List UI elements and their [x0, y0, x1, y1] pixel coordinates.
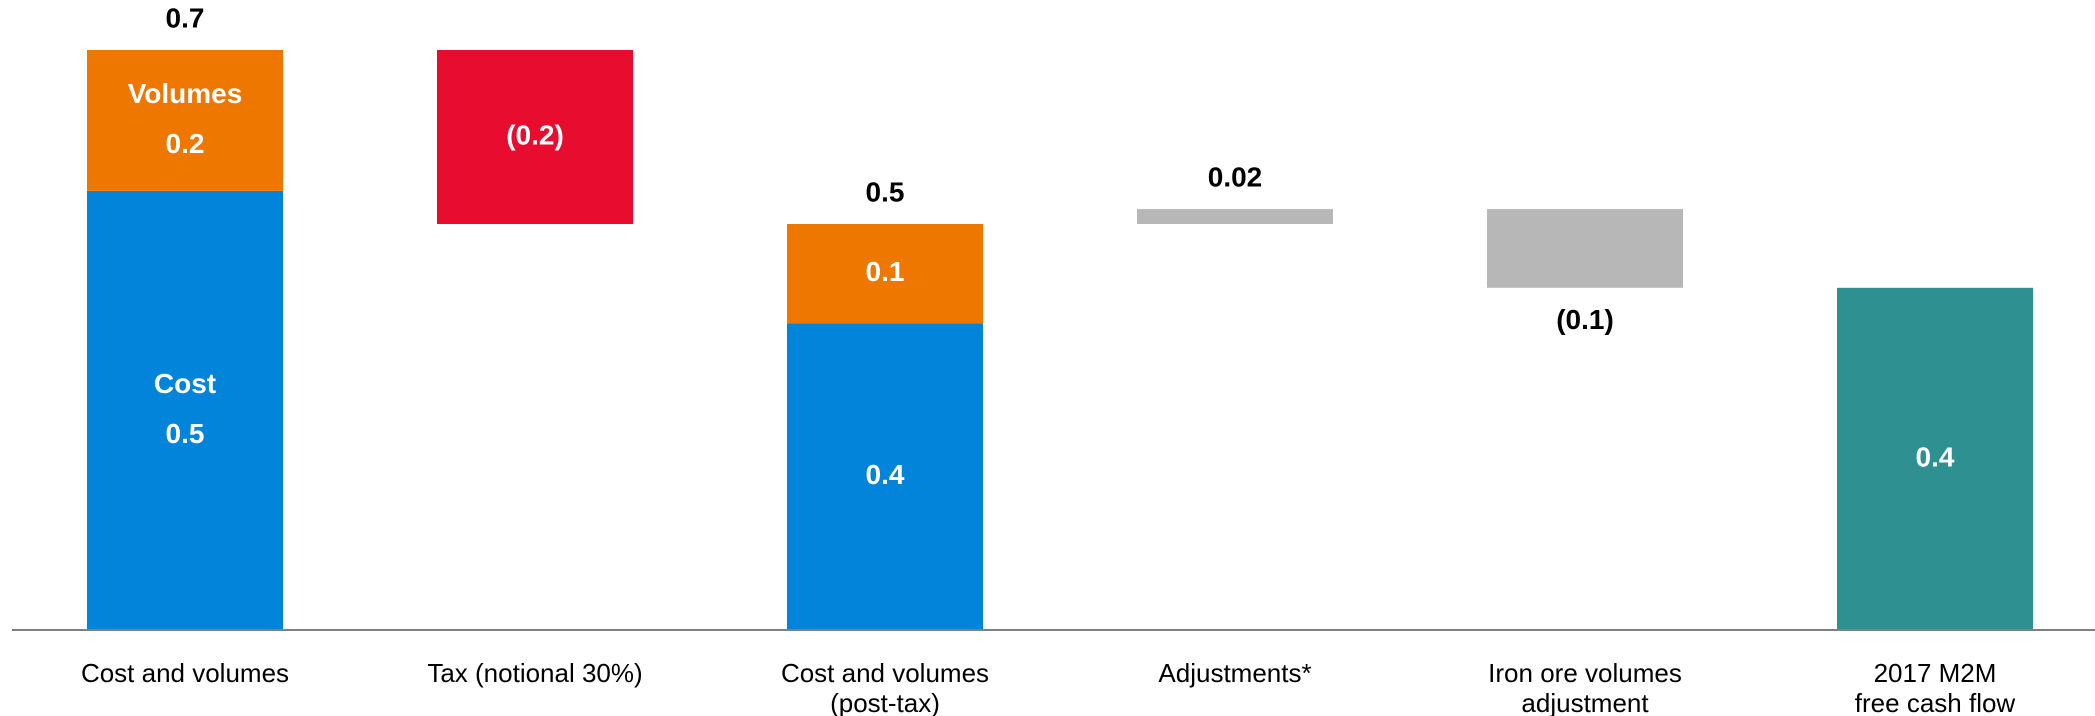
- bar-total-label: 0.02: [1208, 161, 1263, 192]
- bar-segment-label: 0.4: [1916, 441, 1955, 472]
- bar-segment-cost: [787, 323, 983, 630]
- x-tick-label: Tax (notional 30%): [427, 658, 642, 688]
- bar-bottom-label: (0.1): [1556, 304, 1614, 335]
- labels-layer: Cost 0.5 Volumes 0.2 0.7 (0.2) 0.4 0.1 0.5 0.02 (0…: [81, 2, 2015, 716]
- x-tick-label: Iron ore volumes: [1488, 658, 1682, 688]
- bar-segment-adjustment: [1487, 209, 1683, 288]
- bar-segment-label: 0.5: [166, 418, 205, 449]
- x-tick-label: Cost and volumes: [781, 658, 989, 688]
- x-tick-label: Cost and volumes: [81, 658, 289, 688]
- bar-segment-volumes: [787, 224, 983, 324]
- bars-layer: [87, 50, 2033, 630]
- bar-total-label: 0.5: [866, 176, 905, 207]
- bar-segment-adjustment: [1137, 209, 1333, 224]
- bar-segment-label: Volumes: [128, 78, 243, 109]
- bar-segment-volumes: [87, 50, 283, 191]
- bar-segment-label: Cost: [154, 368, 216, 399]
- bar-segment-label: (0.2): [506, 119, 564, 150]
- x-tick-label: 2017 M2M: [1874, 658, 1997, 688]
- bar-total-label: 0.7: [166, 2, 205, 33]
- x-tick-label: (post-tax): [830, 688, 940, 716]
- x-tick-label: adjustment: [1521, 688, 1649, 716]
- x-tick-label: free cash flow: [1855, 688, 2016, 716]
- x-tick-label: Adjustments*: [1158, 658, 1311, 688]
- bar-segment-label: 0.1: [866, 256, 905, 287]
- bar-segment-label: 0.4: [866, 459, 905, 490]
- bar-segment-total: [1837, 287, 2033, 630]
- bar-segment-tax: [437, 50, 633, 224]
- bar-segment-cost: [87, 190, 283, 630]
- bar-segment-label: 0.2: [166, 128, 205, 159]
